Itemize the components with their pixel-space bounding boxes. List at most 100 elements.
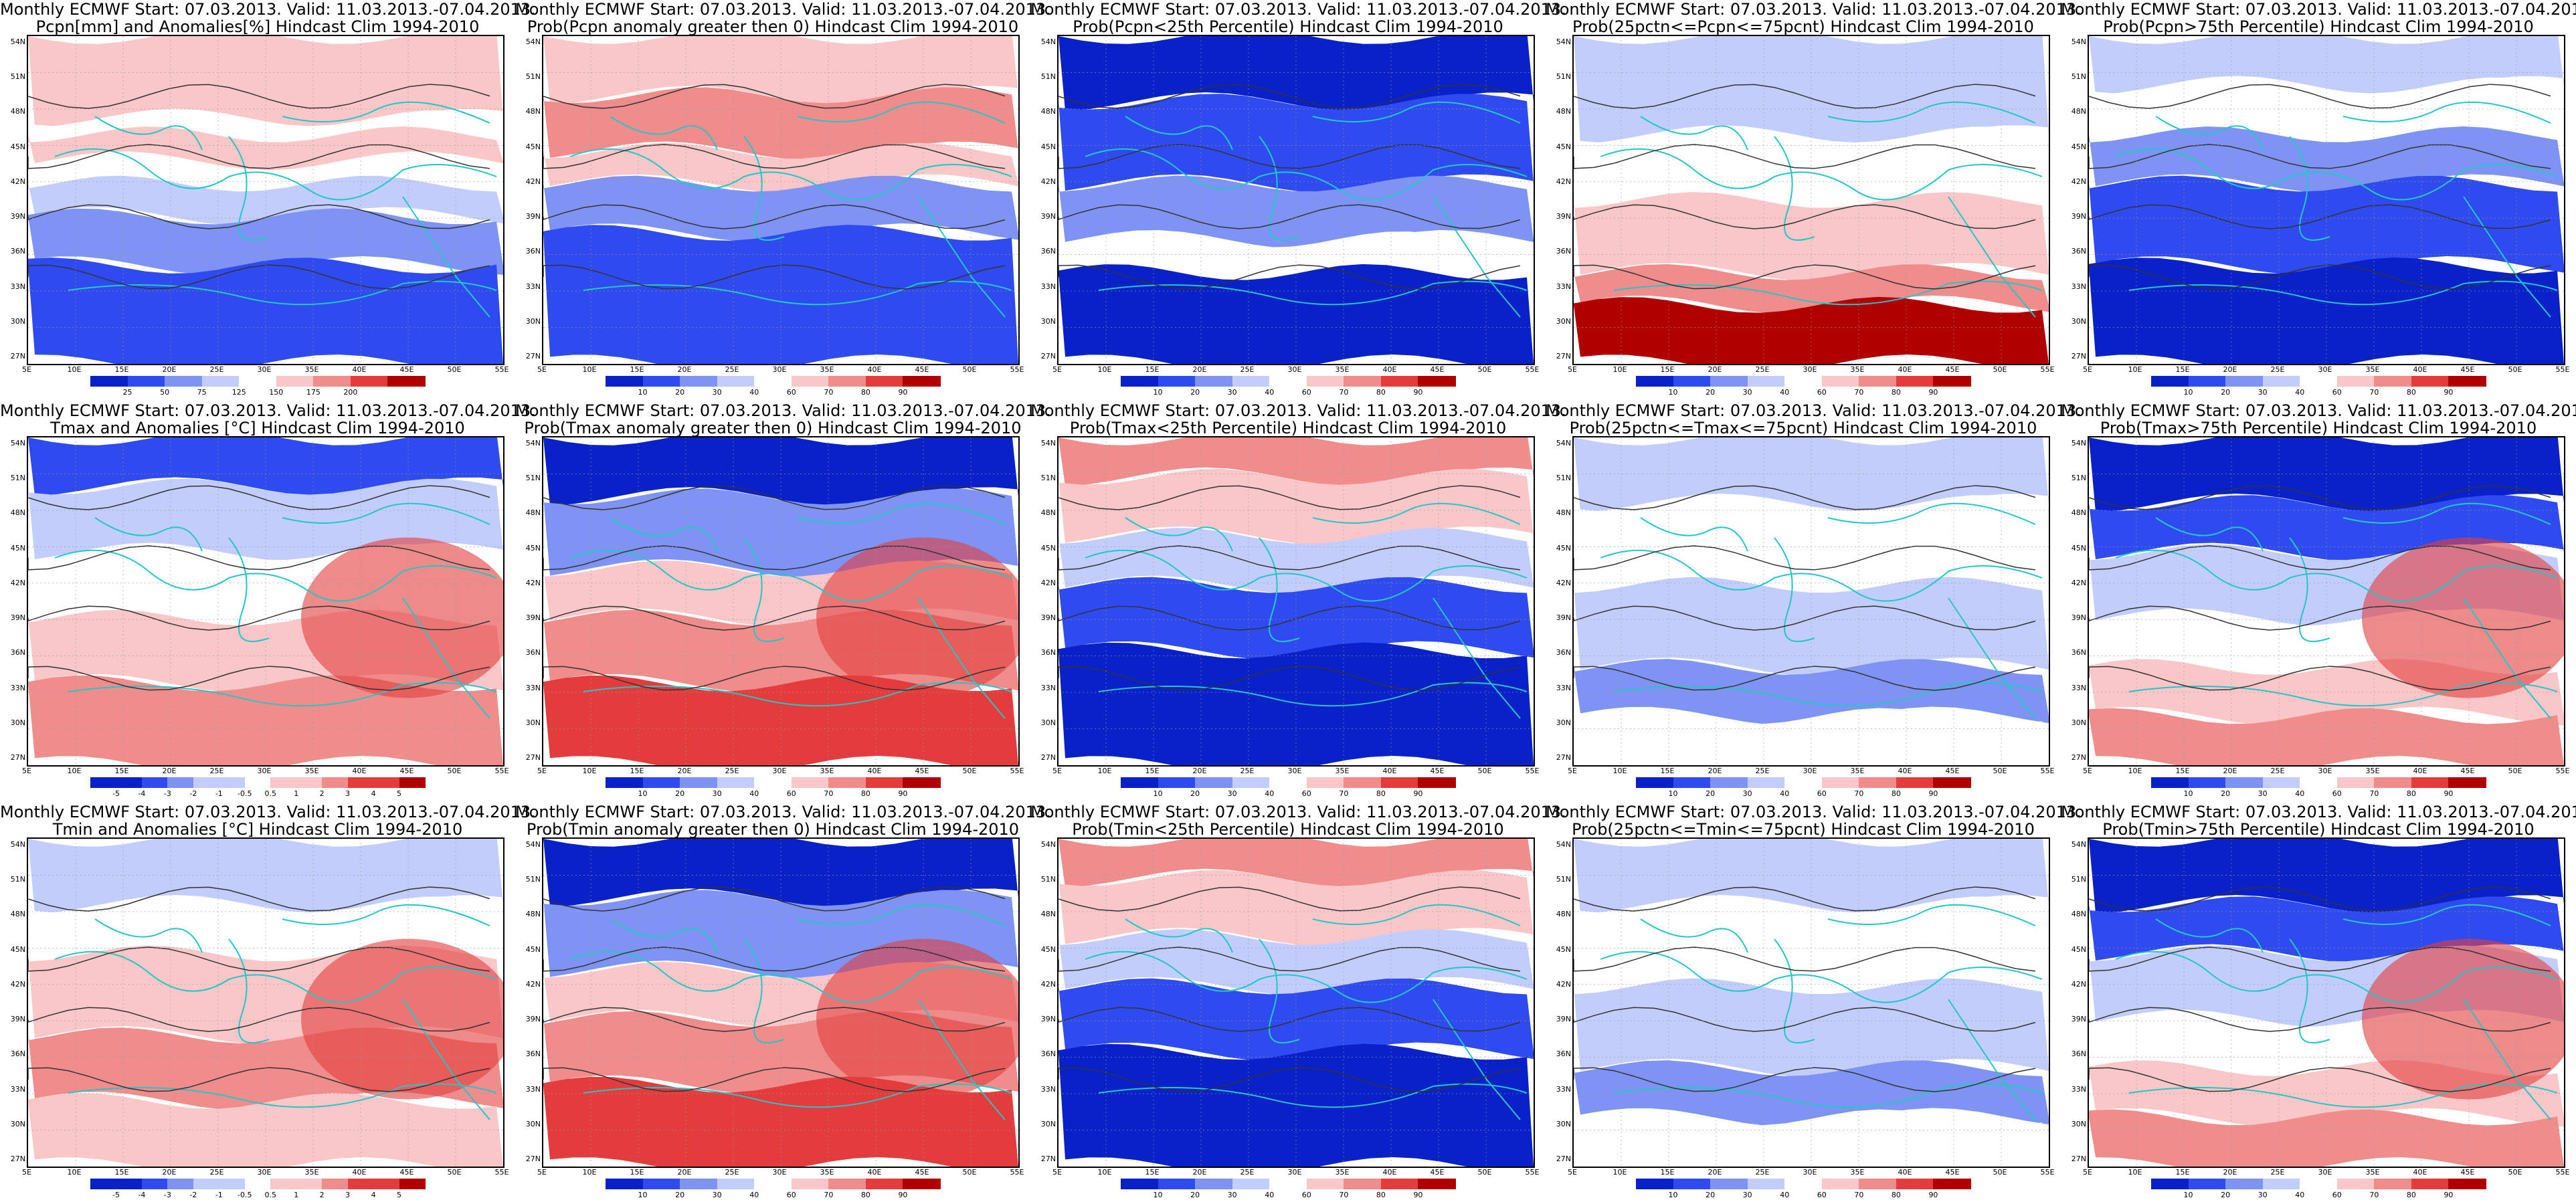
colorbar-segment — [350, 376, 389, 387]
anomaly-blob — [816, 537, 1018, 698]
map-field — [543, 839, 1018, 1167]
coastline — [2289, 537, 2330, 642]
lon-tick-label: 15E — [630, 1168, 644, 1177]
lat-tick-label: 30N — [525, 718, 541, 727]
lat-tick-label: 42N — [1556, 177, 1571, 186]
lat-tick-label: 33N — [1040, 282, 1056, 291]
lat-tick-label: 48N — [1040, 107, 1056, 116]
colorbar-segment — [399, 777, 426, 788]
colorbar-tick-label: 90 — [2444, 789, 2454, 798]
lon-tick-label: 40E — [352, 365, 367, 374]
colorbar-segment — [2448, 376, 2486, 387]
lat-tick-label: 54N — [10, 840, 25, 849]
lat-tick-label: 33N — [10, 1084, 25, 1094]
coastline — [569, 549, 1012, 602]
field-band — [1574, 1109, 2049, 1167]
colorbar-segment — [903, 376, 941, 387]
colorbar-segment — [1418, 777, 1456, 788]
colorbar-tick-label: 30 — [1227, 388, 1237, 397]
panel-title-line2: Pcpn[mm] and Anomalies[%] Hindcast Clim … — [35, 17, 480, 36]
lat-tick-label: 33N — [1556, 1084, 1571, 1094]
anomaly-blob — [301, 938, 503, 1100]
panel-title-line2: Prob(25pctn<=Tmin<=75pcnt) Hindcast Clim… — [1572, 820, 2035, 839]
lat-tick-label: 51N — [525, 875, 541, 884]
map-field — [543, 36, 1018, 364]
colorbar-tick-label: 175 — [306, 388, 320, 397]
colorbar-segment — [1380, 777, 1419, 788]
map-panel-pcpn-prob-lt25: Monthly ECMWF Start: 07.03.2013. Valid: … — [1030, 0, 1566, 401]
colorbar-segment — [2300, 1179, 2338, 1189]
coastline — [94, 517, 203, 552]
lat-tick-label: 45N — [2071, 944, 2086, 954]
contour-line — [2089, 264, 2551, 290]
colorbar-segment — [219, 1179, 246, 1189]
lat-tick-label: 54N — [1040, 439, 1056, 447]
lon-tick-label: 15E — [1660, 365, 1675, 374]
lat-tick-label: 42N — [525, 578, 541, 587]
colorbar-segment — [1673, 376, 1712, 387]
colorbar-segment — [167, 777, 194, 788]
lat-tick-label: 42N — [10, 979, 25, 989]
lon-tick-label: 55E — [2040, 365, 2055, 374]
colorbar-segment — [2188, 777, 2227, 788]
contour-line — [1059, 264, 1521, 290]
lon-tick-label: 5E — [2083, 767, 2092, 775]
lat-tick-label: 36N — [525, 648, 541, 658]
lon-tick-label: 20E — [162, 1168, 177, 1177]
colorbar-segment — [90, 777, 117, 788]
lon-tick-label: 30E — [1803, 1168, 1817, 1177]
panel-title-line1: Monthly ECMWF Start: 07.03.2013. Valid: … — [1030, 803, 1566, 821]
lon-tick-label: 40E — [867, 365, 882, 374]
colorbar-tick-label: 60 — [786, 1191, 796, 1199]
lat-tick-label: 33N — [2071, 282, 2086, 291]
colorbar-tick-label: -2 — [189, 789, 197, 798]
colorbar-tick-label: 20 — [1706, 789, 1716, 798]
lon-tick-label: 40E — [867, 1168, 882, 1177]
lon-tick-label: 20E — [1708, 767, 1722, 775]
colorbar-tick-label: 30 — [2258, 388, 2268, 397]
panel-title-line2: Prob(25pctn<=Tmax<=75pcnt) Hindcast Clim… — [1569, 419, 2037, 437]
lat-tick-label: 39N — [2071, 1015, 2086, 1024]
colorbar-tick-label: 20 — [675, 388, 685, 397]
map-panel-pcpn-prob-gt75: Monthly ECMWF Start: 07.03.2013. Valid: … — [2061, 0, 2576, 401]
contour-line — [1059, 485, 1521, 510]
lon-tick-label: 40E — [1382, 767, 1397, 775]
panel-title-line1: Monthly ECMWF Start: 07.03.2013. Valid: … — [1546, 0, 2082, 19]
coastline — [54, 148, 497, 201]
coastline — [228, 537, 270, 642]
lon-tick-label: 20E — [162, 767, 177, 775]
lon-tick-label: 10E — [1097, 365, 1112, 374]
lon-tick-label: 10E — [67, 365, 82, 374]
coastline — [583, 280, 1012, 306]
contour-line — [1574, 1007, 2036, 1032]
colorbar-segment — [642, 777, 681, 788]
coastline — [2128, 280, 2558, 306]
colorbar-tick-label: 80 — [860, 789, 870, 798]
colorbar — [2151, 1179, 2486, 1189]
colorbar-segment — [1784, 1179, 1823, 1189]
lat-tick-label: 33N — [2071, 683, 2086, 692]
lon-tick-label: 40E — [352, 767, 367, 775]
colorbar-tick-label: -5 — [112, 1191, 120, 1199]
map-panel-pcpn-prob-mid: Monthly ECMWF Start: 07.03.2013. Valid: … — [1546, 0, 2082, 401]
lon-tick-label: 50E — [1993, 1168, 2007, 1177]
lat-tick-label: 36N — [1040, 1049, 1056, 1059]
colorbar-tick-label: 2 — [319, 1191, 325, 1199]
colorbar-segment — [680, 1179, 718, 1189]
lat-tick-label: 42N — [2071, 578, 2086, 587]
colorbar-segment — [2151, 376, 2189, 387]
map-canvas — [1057, 837, 1535, 1168]
lon-tick-label: 35E — [1335, 767, 1350, 775]
map-canvas — [542, 837, 1020, 1168]
lon-tick-label: 30E — [257, 365, 272, 374]
map-field — [28, 437, 503, 765]
lat-tick-label: 45N — [1556, 142, 1571, 151]
lon-tick-label: 45E — [915, 1168, 929, 1177]
lat-tick-label: 45N — [1040, 944, 1056, 954]
coastline — [2342, 502, 2551, 525]
map-field — [1059, 839, 1534, 1167]
colorbar-tick-label: 30 — [712, 1191, 722, 1199]
coastline — [2342, 904, 2551, 926]
coastline — [2289, 136, 2330, 241]
